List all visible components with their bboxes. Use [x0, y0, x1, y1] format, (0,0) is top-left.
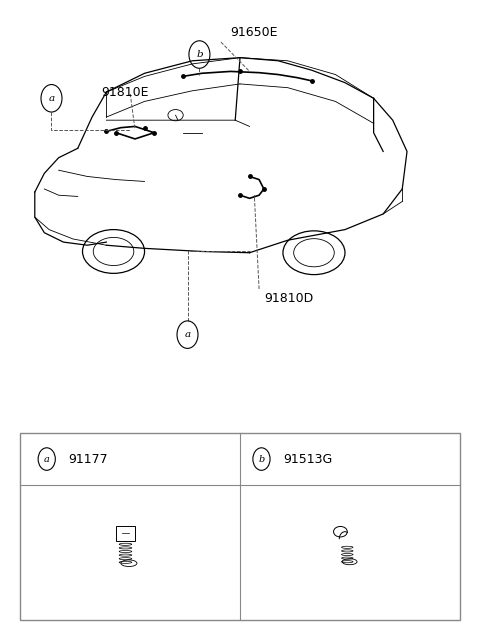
Text: 91513G: 91513G: [283, 453, 332, 465]
Text: 91650E: 91650E: [230, 26, 278, 39]
Text: a: a: [44, 455, 49, 463]
Text: 91810D: 91810D: [264, 292, 313, 305]
Text: b: b: [196, 50, 203, 59]
Text: 91810E: 91810E: [102, 85, 149, 99]
Text: a: a: [48, 94, 55, 103]
Text: 91177: 91177: [68, 453, 108, 465]
Text: a: a: [184, 330, 191, 339]
Text: b: b: [258, 455, 264, 463]
